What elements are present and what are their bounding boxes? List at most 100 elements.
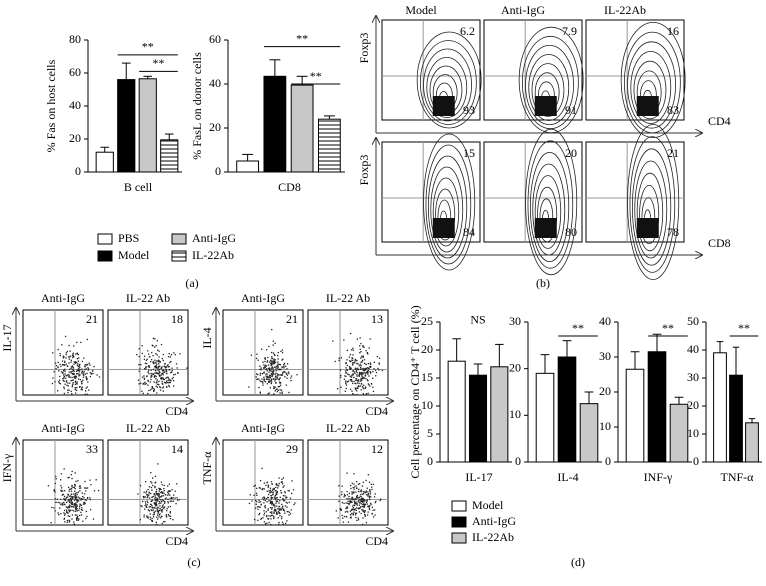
cell-dot <box>163 520 165 523</box>
cell-dot <box>271 375 273 377</box>
cell-dot <box>152 514 154 516</box>
cell-dot <box>166 365 168 367</box>
cell-dot <box>259 392 262 394</box>
cell-dot <box>74 361 76 363</box>
contour <box>425 144 472 265</box>
cell-dot <box>159 389 162 391</box>
cell-dot <box>352 392 354 395</box>
cell-dot <box>281 359 283 361</box>
cell-dot <box>77 368 79 371</box>
cell-dot <box>167 355 170 358</box>
cell-dot <box>74 380 77 382</box>
cell-dot <box>82 503 85 505</box>
column-title: IL-22 Ab <box>326 291 370 305</box>
cell-dot <box>76 381 78 383</box>
cell-dot <box>58 514 60 516</box>
cell-dot <box>167 490 170 492</box>
cell-dot <box>76 494 78 496</box>
cell-dot <box>282 508 285 511</box>
cell-dot <box>280 481 283 483</box>
cell-dot <box>169 511 172 513</box>
cell-dot <box>158 356 160 358</box>
cell-dot <box>80 514 83 516</box>
contour <box>627 124 680 280</box>
cell-dot <box>270 379 273 382</box>
cell-dot <box>68 509 70 511</box>
cell-dot <box>362 376 364 378</box>
cell-dot <box>148 486 151 488</box>
cell-dot <box>78 373 80 375</box>
cell-dot <box>270 359 272 362</box>
cell-dot <box>54 498 56 500</box>
cell-dot <box>358 507 361 510</box>
cell-dot <box>167 491 169 493</box>
bar <box>625 368 645 463</box>
cell-dot <box>150 376 152 378</box>
cell-dot <box>172 385 175 387</box>
cell-dot <box>362 499 364 502</box>
cell-dot <box>141 352 143 355</box>
cell-dot <box>362 517 364 519</box>
cell-dot <box>351 509 353 511</box>
cell-dot <box>342 517 344 519</box>
cell-dot <box>140 382 142 385</box>
cell-dot <box>357 517 359 519</box>
cell-dot <box>343 515 346 518</box>
cell-dot <box>268 369 271 371</box>
cell-dot <box>366 500 368 502</box>
cell-dot <box>362 481 365 483</box>
cell-dot <box>148 353 150 355</box>
cell-dot <box>263 512 266 514</box>
cell-dot <box>155 365 157 367</box>
cell-dot <box>47 485 50 487</box>
cell-dot <box>349 367 351 369</box>
column-title: IL-22 Ab <box>326 421 370 435</box>
cell-dot <box>160 488 162 491</box>
cell-dot <box>256 378 258 381</box>
y-tick-label: 20 <box>509 360 521 374</box>
cell-dot <box>72 503 74 506</box>
cell-dot <box>86 378 88 380</box>
dot-cloud <box>137 463 180 526</box>
cell-dot <box>282 523 284 525</box>
cell-dot <box>77 360 80 362</box>
cell-dot <box>76 382 78 385</box>
cell-dot <box>368 507 371 510</box>
cell-dot <box>51 382 54 385</box>
cell-dot <box>174 353 176 356</box>
cell-dot <box>146 494 148 496</box>
cell-dot <box>63 503 65 505</box>
cell-dot <box>74 506 76 508</box>
cell-dot <box>150 358 153 361</box>
cell-dot <box>280 368 282 371</box>
cell-dot <box>274 376 277 378</box>
cell-dot <box>275 382 277 384</box>
cell-dot <box>62 371 64 374</box>
cell-dot <box>72 486 74 489</box>
bar <box>290 84 314 173</box>
cell-dot <box>86 386 88 388</box>
cell-dot <box>366 499 368 502</box>
cell-dot <box>364 491 366 494</box>
cell-dot <box>363 359 366 361</box>
cell-dot <box>72 506 75 508</box>
cell-dot <box>79 514 81 517</box>
cell-dot <box>268 371 270 373</box>
cell-dot <box>147 501 149 504</box>
cell-dot <box>64 499 67 501</box>
cell-dot <box>171 500 173 502</box>
cell-dot <box>270 361 272 363</box>
cell-dot <box>143 378 146 380</box>
cell-dot <box>62 493 64 496</box>
cell-dot <box>363 499 365 502</box>
cell-dot <box>139 519 141 521</box>
cell-dot <box>156 509 158 511</box>
cell-dot <box>369 365 371 368</box>
cell-dot <box>272 371 274 374</box>
cell-dot <box>87 367 89 369</box>
cell-dot <box>367 392 369 395</box>
cell-dot <box>345 372 348 374</box>
cell-dot <box>289 513 292 515</box>
cell-dot <box>156 340 159 342</box>
y-axis-label: % FasL on donor cells <box>190 52 204 160</box>
